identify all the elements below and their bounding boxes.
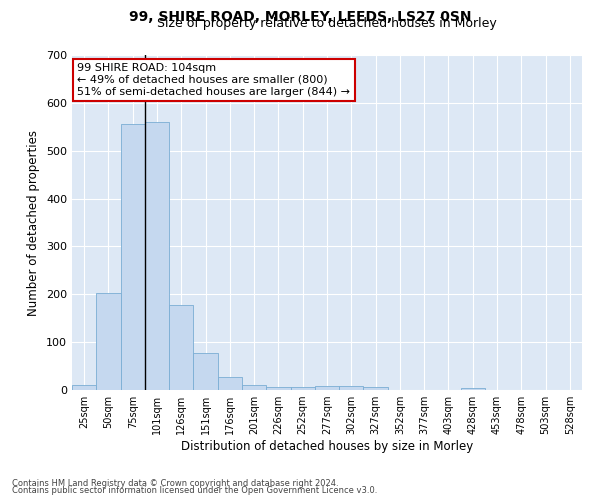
Bar — [72, 385, 96, 390]
Bar — [339, 386, 364, 390]
Bar — [242, 384, 266, 390]
Title: Size of property relative to detached houses in Morley: Size of property relative to detached ho… — [157, 17, 497, 30]
Bar — [121, 124, 145, 390]
Bar — [218, 376, 242, 390]
X-axis label: Distribution of detached houses by size in Morley: Distribution of detached houses by size … — [181, 440, 473, 453]
Bar — [266, 386, 290, 390]
Text: 99 SHIRE ROAD: 104sqm
← 49% of detached houses are smaller (800)
51% of semi-det: 99 SHIRE ROAD: 104sqm ← 49% of detached … — [77, 64, 350, 96]
Bar — [193, 352, 218, 390]
Bar — [145, 122, 169, 390]
Bar — [96, 293, 121, 390]
Text: 99, SHIRE ROAD, MORLEY, LEEDS, LS27 0SN: 99, SHIRE ROAD, MORLEY, LEEDS, LS27 0SN — [129, 10, 471, 24]
Y-axis label: Number of detached properties: Number of detached properties — [28, 130, 40, 316]
Bar — [315, 386, 339, 390]
Bar — [290, 386, 315, 390]
Bar — [169, 305, 193, 390]
Bar — [364, 387, 388, 390]
Bar — [461, 388, 485, 390]
Text: Contains public sector information licensed under the Open Government Licence v3: Contains public sector information licen… — [12, 486, 377, 495]
Text: Contains HM Land Registry data © Crown copyright and database right 2024.: Contains HM Land Registry data © Crown c… — [12, 478, 338, 488]
